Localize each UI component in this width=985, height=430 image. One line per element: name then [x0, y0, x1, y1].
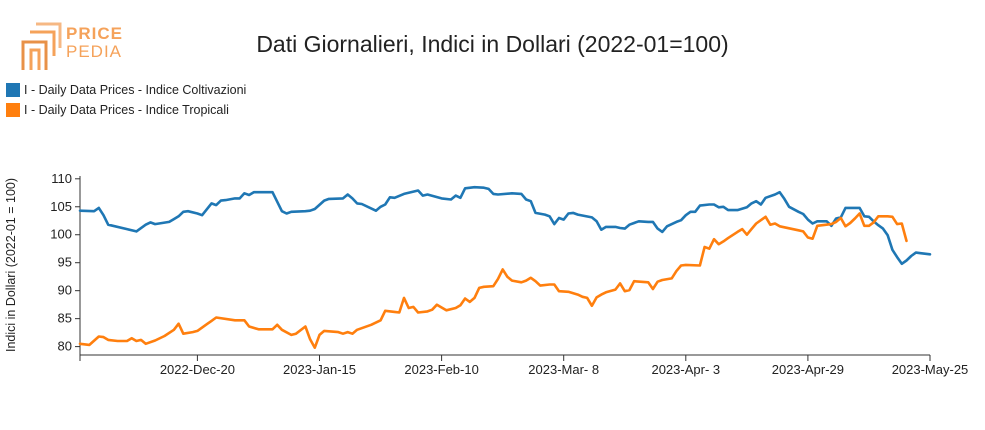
- y-tick-label: 100: [50, 227, 72, 242]
- legend-item-coltivazioni[interactable]: I - Daily Data Prices - Indice Coltivazi…: [6, 80, 246, 100]
- logo-text-price: PRICE: [66, 24, 123, 43]
- y-axis-label: Indici in Dollari (2022-01 = 100): [4, 178, 18, 352]
- y-tick-label: 110: [51, 171, 72, 186]
- series-line-tropicali[interactable]: [78, 212, 908, 349]
- series-line-coltivazioni[interactable]: [78, 185, 932, 266]
- legend-label-coltivazioni: I - Daily Data Prices - Indice Coltivazi…: [24, 83, 247, 97]
- logo-text-pedia: PEDIA: [66, 42, 123, 61]
- legend-swatch-tropicali: [6, 103, 20, 117]
- axes: 80 85 90 95 100 105 110 2022-Dec-20 2023-Jan-15 2…: [50, 171, 968, 377]
- logo-mark-icon: [21, 22, 62, 70]
- legend: I - Daily Data Prices - Indice Coltivazi…: [6, 80, 246, 120]
- y-tick-label: 95: [58, 255, 72, 270]
- x-tick-label: 2023-May-25: [892, 362, 969, 377]
- x-tick-label: 2023-Jan-15: [283, 362, 356, 377]
- y-tick-label: 105: [50, 199, 72, 214]
- legend-label-tropicali: I - Daily Data Prices - Indice Tropicali: [24, 103, 229, 117]
- x-tick-label: 2022-Dec-20: [160, 362, 235, 377]
- y-tick-label: 80: [58, 339, 72, 354]
- x-tick-label: 2023-Mar- 8: [528, 362, 599, 377]
- chart-title: Dati Giornalieri, Indici in Dollari (202…: [256, 31, 729, 57]
- x-tick-label: 2023-Feb-10: [404, 362, 478, 377]
- pricepedia-logo: PRICE PEDIA: [20, 22, 140, 72]
- y-tick-label: 85: [58, 311, 72, 326]
- x-tick-label: 2023-Apr-29: [772, 362, 844, 377]
- legend-item-tropicali[interactable]: I - Daily Data Prices - Indice Tropicali: [6, 100, 246, 120]
- series-layer: [78, 185, 932, 349]
- y-tick-label: 90: [58, 283, 72, 298]
- legend-swatch-coltivazioni: [6, 83, 20, 97]
- x-tick-label: 2023-Apr- 3: [651, 362, 720, 377]
